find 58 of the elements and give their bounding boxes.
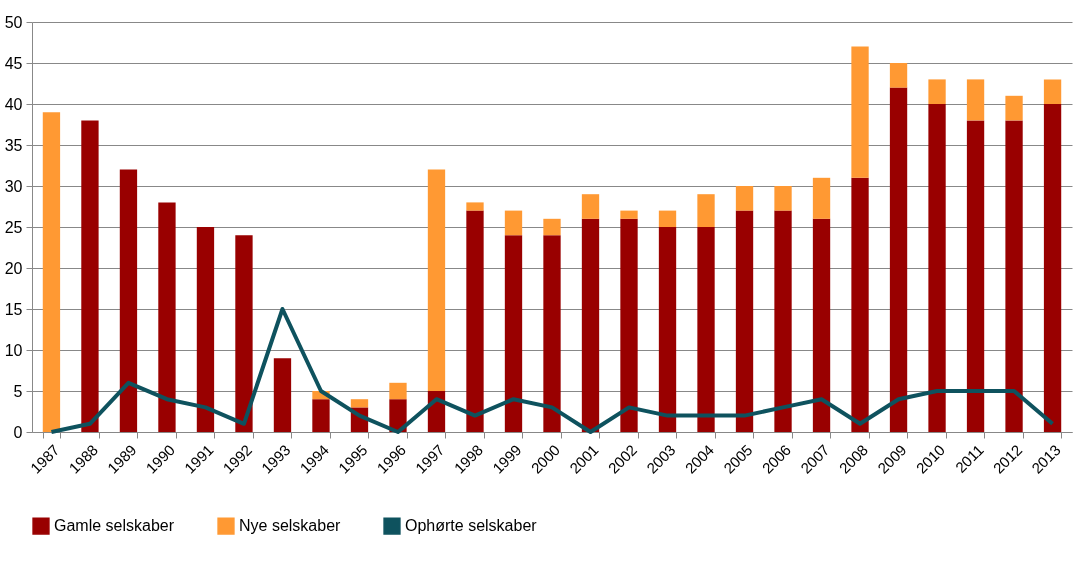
y-tick-label: 35: [4, 136, 23, 154]
bar: [1005, 120, 1023, 432]
bar: [1005, 95, 1023, 121]
bar: [543, 235, 561, 432]
bar: [658, 227, 677, 432]
bar: [812, 218, 831, 432]
bar: [697, 227, 715, 432]
bar: [966, 79, 985, 121]
bar: [658, 210, 677, 227]
bar: [581, 194, 600, 219]
bar: [312, 399, 330, 432]
y-tick-label: 15: [4, 300, 23, 318]
legend-label: Ophørte selskaber: [405, 517, 538, 535]
bar: [774, 210, 792, 432]
y-tick-label: 0: [13, 423, 23, 441]
bar: [427, 169, 446, 391]
bar: [735, 186, 754, 211]
bar: [735, 210, 754, 432]
bar: [774, 186, 792, 211]
bar: [851, 46, 869, 178]
bar: [1043, 104, 1062, 432]
line-series: [49, 307, 1055, 434]
bar: [42, 112, 61, 432]
bar: [389, 382, 407, 400]
bar: [966, 120, 985, 432]
bar: [697, 194, 715, 227]
bar: [543, 218, 561, 236]
bar: [812, 177, 831, 219]
legend-label: Gamle selskaber: [54, 517, 175, 535]
bar: [350, 399, 369, 408]
bar: [504, 235, 523, 432]
bar: [889, 87, 908, 432]
bar: [928, 104, 946, 432]
y-tick-label: 45: [4, 54, 23, 72]
bar: [235, 235, 253, 432]
y-tick-label: 20: [4, 259, 23, 277]
bar: [889, 63, 908, 88]
bar: [620, 210, 638, 219]
y-tick-label: 50: [4, 13, 23, 31]
bar: [119, 169, 138, 432]
bar: [81, 120, 99, 432]
y-tick-label: 40: [4, 95, 23, 113]
bar: [196, 227, 215, 432]
bar: [158, 202, 176, 432]
bar: [928, 79, 946, 104]
bar: [620, 218, 638, 432]
bar: [273, 358, 292, 432]
bar: [466, 210, 484, 432]
y-tick-label: 10: [4, 341, 23, 359]
bar: [1043, 79, 1062, 104]
legend-label: Nye selskaber: [239, 517, 342, 535]
bar: [466, 202, 484, 211]
y-tick-label: 5: [13, 382, 23, 400]
bar: [581, 218, 600, 432]
bar: [851, 177, 869, 432]
bar: [504, 210, 523, 236]
y-tick-label: 25: [4, 218, 23, 236]
y-tick-label: 30: [4, 177, 23, 195]
